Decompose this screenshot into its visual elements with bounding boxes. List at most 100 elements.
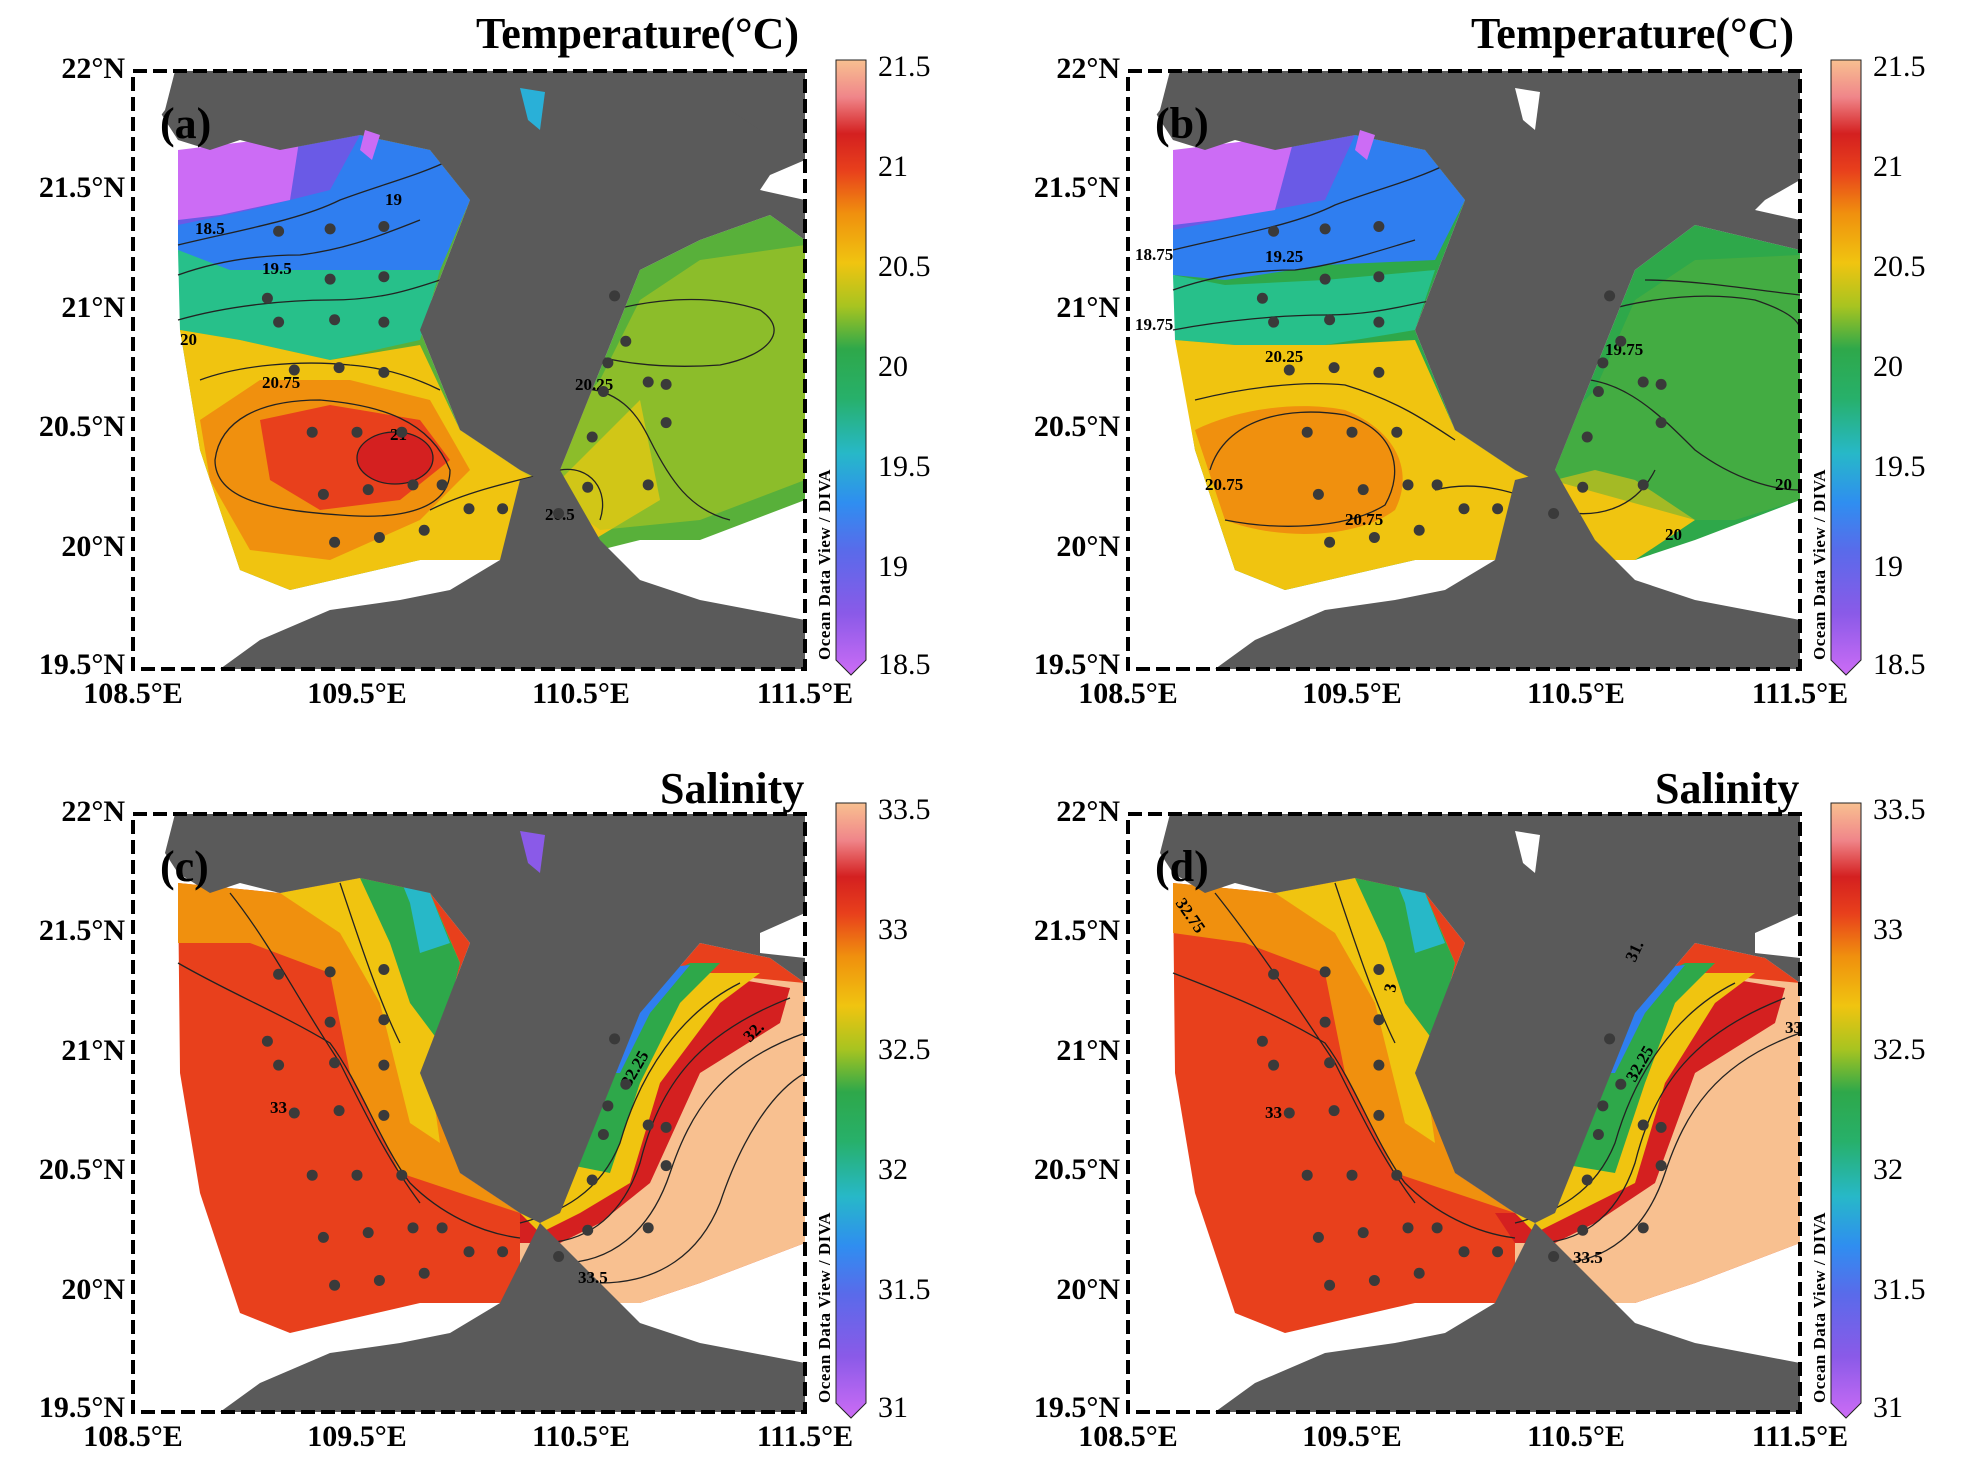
land-mass [133, 71, 805, 480]
contour-label: 19.5 [262, 259, 292, 278]
x-tick: 110.5°E [1527, 1420, 1625, 1453]
colorbar-tick: 32 [1873, 1153, 1903, 1186]
station-marker [1373, 1059, 1385, 1071]
station-marker [1283, 1107, 1295, 1119]
station-marker [1373, 1109, 1385, 1121]
station-marker [418, 1267, 430, 1279]
y-tick: 22°N [61, 795, 125, 828]
colorbar-tick: 18.5 [1873, 648, 1926, 681]
station-marker [660, 417, 672, 429]
contour-label: 20.75 [1345, 510, 1383, 529]
station-marker [378, 220, 390, 232]
station-marker [378, 963, 390, 975]
y-tick: 22°N [1056, 795, 1120, 828]
station-group [1256, 963, 1667, 1291]
station-marker [1604, 290, 1616, 302]
colorbar-tick: 19 [878, 550, 908, 583]
station-marker [597, 386, 609, 398]
contour-label: 3 [1380, 982, 1400, 994]
x-tick: 108.5°E [1078, 677, 1178, 710]
x-tick: 108.5°E [83, 1420, 183, 1453]
panel-label: (c) [160, 842, 209, 891]
station-marker [1368, 1274, 1380, 1286]
station-marker [324, 1016, 336, 1028]
station-marker [553, 508, 565, 520]
station-marker [1655, 1121, 1667, 1133]
x-tick: 108.5°E [83, 677, 183, 710]
station-marker [378, 316, 390, 328]
station-marker [1597, 357, 1609, 369]
y-tick: 20.5°N [38, 1153, 125, 1186]
station-marker [602, 1100, 614, 1112]
station-marker [436, 479, 448, 491]
station-marker [1431, 479, 1443, 491]
contour-lines [177, 882, 805, 1284]
station-group [1256, 220, 1667, 548]
station-marker [351, 1169, 363, 1181]
station-marker [306, 426, 318, 438]
station-marker [1655, 417, 1667, 429]
map-frame [1126, 69, 1802, 671]
station-marker [1592, 386, 1604, 398]
colorbar-tick: 18.5 [878, 648, 931, 681]
y-tick: 21.5°N [38, 914, 125, 947]
station-marker [1637, 1222, 1649, 1234]
station-marker [1319, 1016, 1331, 1028]
x-tick: 109.5°E [1302, 1420, 1402, 1453]
contour-label: 20 [180, 330, 197, 349]
station-marker [261, 1035, 273, 1047]
map-frame [131, 812, 807, 1414]
station-marker [1324, 1057, 1336, 1069]
x-tick: 110.5°E [1527, 677, 1625, 710]
y-tick: 21.5°N [1033, 171, 1120, 204]
colorbar-tick: 19.5 [1873, 450, 1926, 483]
station-marker [1357, 484, 1369, 496]
colorbar-tick: 31.5 [1873, 1273, 1926, 1306]
station-marker [1604, 1033, 1616, 1045]
colorbar-tick: 21 [878, 150, 908, 183]
colorbar [835, 802, 867, 1419]
contour-label: 20.25 [1265, 347, 1303, 366]
x-tick: 108.5°E [1078, 1420, 1178, 1453]
panel-label: (a) [160, 99, 212, 148]
colorbar-caption: Ocean Data View / DIVA [1810, 468, 1829, 660]
contour-label: 19.25 [1265, 247, 1303, 266]
station-marker [407, 479, 419, 491]
station-marker [1256, 1035, 1268, 1047]
colorbar-tick: 33 [878, 913, 908, 946]
station-marker [586, 1174, 598, 1186]
y-tick: 20°N [1056, 1273, 1120, 1306]
station-marker [1615, 335, 1627, 347]
station-marker [553, 1251, 565, 1263]
colorbar-caption: Ocean Data View / DIVA [815, 1211, 834, 1403]
colorbar-tick: 20.5 [1873, 250, 1926, 283]
colorbar-tick: 21.5 [878, 50, 931, 83]
contour-label: 20.75 [262, 373, 300, 392]
panel-title: Temperature(°C) [1471, 9, 1795, 58]
x-tick: 109.5°E [307, 1420, 407, 1453]
colorbar-tick: 33.5 [1873, 793, 1926, 826]
contour-label: 20 [1665, 525, 1682, 544]
station-marker [306, 1169, 318, 1181]
station-marker [329, 1057, 341, 1069]
y-tick: 21°N [1056, 1034, 1120, 1067]
station-marker [1655, 378, 1667, 390]
station-marker [660, 1160, 672, 1172]
station-marker [1581, 431, 1593, 443]
colorbar-tick: 20 [878, 350, 908, 383]
station-marker [463, 1246, 475, 1258]
station-marker [642, 1222, 654, 1234]
station-marker [1492, 1246, 1504, 1258]
colorbar-caption: Ocean Data View / DIVA [1810, 1211, 1829, 1403]
station-marker [1592, 1129, 1604, 1141]
station-marker [329, 1279, 341, 1291]
station-marker [660, 378, 672, 390]
station-marker [642, 376, 654, 388]
map-plot: 32.75 33 32.25 31. 33.5 33 3 [1126, 802, 1862, 1419]
station-marker [1548, 1251, 1560, 1263]
station-marker [1268, 316, 1280, 328]
station-marker [1283, 364, 1295, 376]
station-marker [586, 431, 598, 443]
station-marker [324, 223, 336, 235]
station-marker [1577, 1224, 1589, 1236]
